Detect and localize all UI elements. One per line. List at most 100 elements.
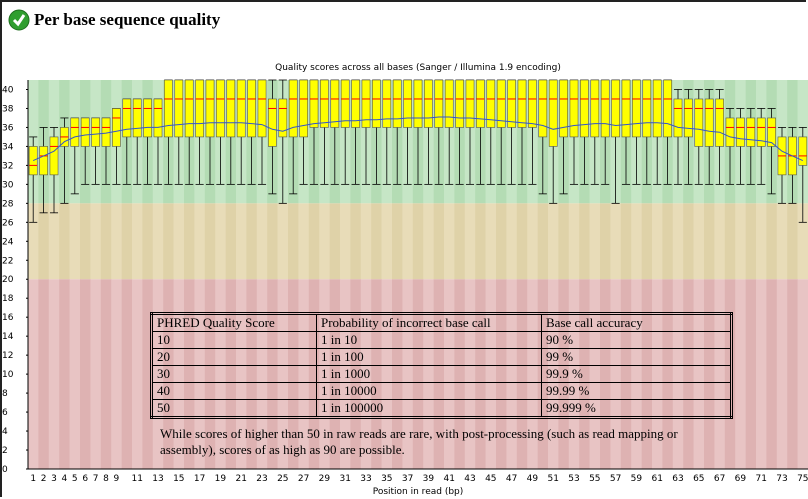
zone-stripe (80, 279, 91, 469)
x-tick-label: 55 (589, 474, 600, 484)
zone-stripe (766, 203, 778, 280)
zone-stripe (48, 279, 60, 469)
box (413, 79, 423, 128)
box (465, 79, 475, 128)
box (278, 98, 288, 138)
x-tick-label: 1 (30, 474, 36, 484)
zone-stripe (402, 203, 414, 280)
chart-title: Quality scores across all bases (Sanger … (275, 63, 561, 73)
table-row: 10 1 in 10 90 % (151, 331, 732, 349)
zone-stripe (111, 279, 122, 469)
table-cell: Base call accuracy (541, 313, 732, 332)
y-tick-label: 14 (2, 332, 14, 342)
box (704, 98, 714, 147)
x-tick-label: 71 (755, 474, 766, 484)
zone-stripe (548, 203, 559, 280)
box (715, 98, 724, 147)
x-tick-label: 61 (651, 474, 662, 484)
zone-stripe (69, 279, 81, 469)
y-tick-label: 28 (2, 199, 14, 209)
y-tick-label: 22 (2, 256, 13, 266)
zone-stripe (142, 279, 154, 469)
zone-stripe (444, 203, 455, 280)
table-header-row: PHRED Quality Score Probability of incorr… (151, 313, 732, 332)
box (767, 117, 776, 147)
table-cell: 1 in 100000 (316, 399, 542, 418)
x-tick-label: 23 (256, 474, 267, 484)
box (621, 79, 631, 138)
zone-stripe (652, 203, 663, 280)
zone-stripe (672, 203, 684, 280)
box (143, 98, 152, 138)
box (288, 79, 298, 138)
box (486, 79, 496, 128)
zone-stripe (152, 203, 164, 280)
table-cell: 99.99 % (541, 382, 732, 400)
zone-stripe (319, 203, 330, 280)
x-tick-label: 47 (506, 474, 517, 484)
zone-stripe (579, 203, 590, 280)
box (798, 136, 808, 166)
x-tick-label: 27 (298, 474, 309, 484)
zone-stripe (184, 203, 195, 280)
box (330, 79, 340, 128)
x-tick-label: 39 (423, 474, 435, 484)
table-cell: 1 in 10000 (316, 382, 542, 400)
zone-stripe (745, 279, 757, 469)
table-cell: 50 (151, 399, 317, 418)
box (28, 146, 38, 176)
zone-stripe (121, 279, 133, 469)
box (538, 79, 548, 138)
zone-stripe (496, 203, 507, 280)
x-tick-label: 33 (360, 474, 371, 484)
y-tick-label: 10 (2, 370, 14, 380)
box (122, 98, 132, 138)
x-tick-label: 21 (235, 474, 246, 484)
zone-stripe (433, 203, 445, 280)
phred-table: PHRED Quality Score Probability of incorr… (150, 312, 733, 419)
box (746, 117, 756, 147)
zone-stripe (100, 203, 112, 280)
box (299, 79, 308, 138)
zone-stripe (298, 203, 310, 280)
box (382, 79, 392, 128)
zone-stripe (308, 203, 320, 280)
box (184, 79, 194, 138)
table-cell: Probability of incorrect base call (316, 313, 542, 332)
zone-stripe (38, 203, 50, 280)
zone-stripe (80, 203, 91, 280)
zone-stripe (797, 203, 808, 280)
box (112, 108, 121, 147)
zone-stripe (132, 203, 143, 280)
table-row: 20 1 in 100 99 % (151, 348, 732, 366)
x-axis-label: Position in read (bp) (373, 487, 464, 497)
y-tick-label: 38 (2, 104, 14, 114)
zone-stripe (59, 203, 70, 280)
zone-stripe (506, 203, 518, 280)
zone-stripe (745, 203, 757, 280)
zone-stripe (558, 203, 570, 280)
box (528, 79, 537, 128)
box (174, 79, 184, 138)
box (403, 79, 412, 128)
box (673, 98, 683, 138)
zone-stripe (568, 203, 580, 280)
zone-stripe (600, 203, 611, 280)
x-tick-label: 31 (339, 474, 350, 484)
box (694, 98, 704, 147)
box (444, 79, 454, 128)
zone-stripe (132, 279, 143, 469)
y-tick-label: 8 (2, 389, 8, 399)
zone-stripe (381, 203, 393, 280)
zone-stripe (215, 203, 226, 280)
zone-stripe (735, 279, 746, 469)
zone-stripe (641, 203, 653, 280)
box (590, 79, 600, 138)
zone-stripe (724, 203, 736, 280)
zone-stripe (693, 203, 705, 280)
table-cell: 1 in 1000 (316, 365, 542, 383)
box (39, 146, 48, 176)
zone-stripe (329, 203, 341, 280)
x-tick-label: 65 (693, 474, 704, 484)
